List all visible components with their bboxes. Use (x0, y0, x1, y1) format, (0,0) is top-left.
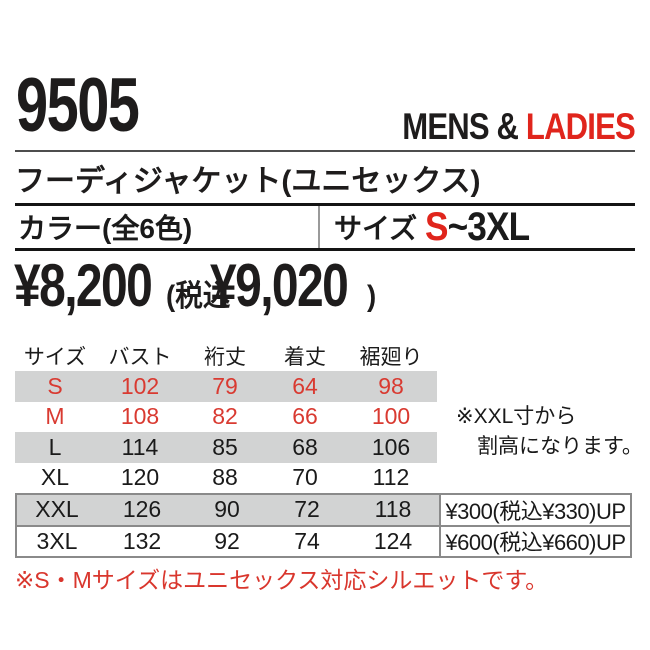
surcharge-cell: ¥300(税込¥330)UP (439, 495, 630, 525)
size-cell: 3XL (36, 527, 78, 554)
price-tax-close: ) (367, 280, 377, 313)
measurement-cell: 106 (345, 432, 437, 463)
audience-ladies: LADIES (526, 106, 636, 147)
color-size-bar: カラー(全6色) サイズ S~3XL (15, 203, 635, 251)
measurement-cell: 126 (97, 495, 187, 525)
size-row-L: L 114 85 68 106 (15, 432, 632, 463)
price-line: ¥8,200 (税込 ¥9,020 ) (14, 256, 379, 316)
size-row-XL: XL 120 88 70 112 (15, 463, 632, 494)
surcharge-rows-box: XXL 126 90 72 118 ¥300(税込¥330)UP 3XL 132 92 74 124… (15, 493, 632, 558)
column-header: 裄丈 (204, 346, 246, 369)
measurement-cell: 72 (267, 495, 347, 525)
measurement-cell: 132 (122, 527, 162, 554)
size-table: サイズ バスト 裄丈 着丈 裾廻り S 102 79 64 98 M 108 82 66 100 L 114 85… (15, 338, 632, 558)
measurement-cell: 79 (185, 371, 265, 402)
column-header: バスト (108, 346, 172, 369)
measurement-cell: 124 (373, 527, 413, 554)
size-range: サイズ S~3XL (320, 206, 635, 248)
price-base: ¥8,200 (14, 252, 153, 319)
size-cell: XXL (17, 495, 97, 525)
measurement-cell: 74 (294, 527, 320, 554)
product-name: フーディジャケット(ユニセックス) (15, 165, 481, 198)
measurement-cell: 90 (187, 495, 267, 525)
surcharge-cell: ¥600(税込¥660)UP (439, 526, 630, 556)
measurement-cell: 120 (120, 464, 160, 491)
column-header: 裾廻り (359, 346, 423, 369)
measurement-cell: 70 (292, 464, 318, 491)
measurement-cell: 92 (214, 527, 240, 554)
measurement-cell: 85 (185, 432, 265, 463)
audience-mens: MENS & (402, 106, 527, 147)
size-row-3XL: 3XL 132 92 74 124 ¥600(税込¥660)UP (17, 524, 630, 556)
measurement-cell: 82 (212, 403, 238, 430)
size-label: サイズ (334, 213, 418, 244)
header-divider (15, 150, 635, 152)
size-row-M: M 108 82 66 100 (15, 402, 632, 433)
measurement-cell: 98 (345, 371, 437, 402)
measurement-cell: 100 (371, 403, 411, 430)
size-table-header: サイズ バスト 裄丈 着丈 裾廻り (15, 338, 632, 371)
measurement-cell: 102 (95, 371, 185, 402)
price-tax-included: ¥9,020 (209, 252, 349, 319)
size-cell: S (15, 371, 95, 402)
surcharge-note-line1: ※XXL寸から (456, 405, 577, 428)
vertical-divider (318, 206, 320, 248)
product-code: 9505 (16, 63, 140, 148)
measurement-cell: 108 (120, 403, 160, 430)
size-range-value: S~3XL (425, 205, 530, 249)
surcharge-note-line2: 割高になります。 (477, 435, 643, 458)
size-cell: XL (40, 464, 70, 491)
silhouette-note: ※S・Mサイズはユニセックス対応シルエットです。 (15, 567, 549, 593)
column-header: 着丈 (284, 346, 326, 369)
measurement-cell: 88 (212, 464, 238, 491)
size-cell: L (15, 432, 95, 463)
measurement-cell: 68 (265, 432, 345, 463)
size-cell: M (45, 403, 65, 430)
measurement-cell: 112 (372, 464, 410, 491)
color-label: カラー(全6色) (18, 213, 193, 244)
surcharge-note: ※XXL寸から 割高になります。 (456, 402, 643, 462)
size-row-S: S 102 79 64 98 (15, 371, 632, 402)
measurement-cell: 114 (95, 432, 185, 463)
measurement-cell: 66 (292, 403, 318, 430)
column-header: サイズ (23, 346, 87, 369)
measurement-cell: 64 (265, 371, 345, 402)
audience-label: MENS & LADIES (402, 108, 635, 145)
price-tax-open: (税込 (165, 280, 230, 313)
measurement-cell: 118 (347, 495, 439, 525)
size-row-XXL: XXL 126 90 72 118 ¥300(税込¥330)UP (17, 495, 630, 525)
